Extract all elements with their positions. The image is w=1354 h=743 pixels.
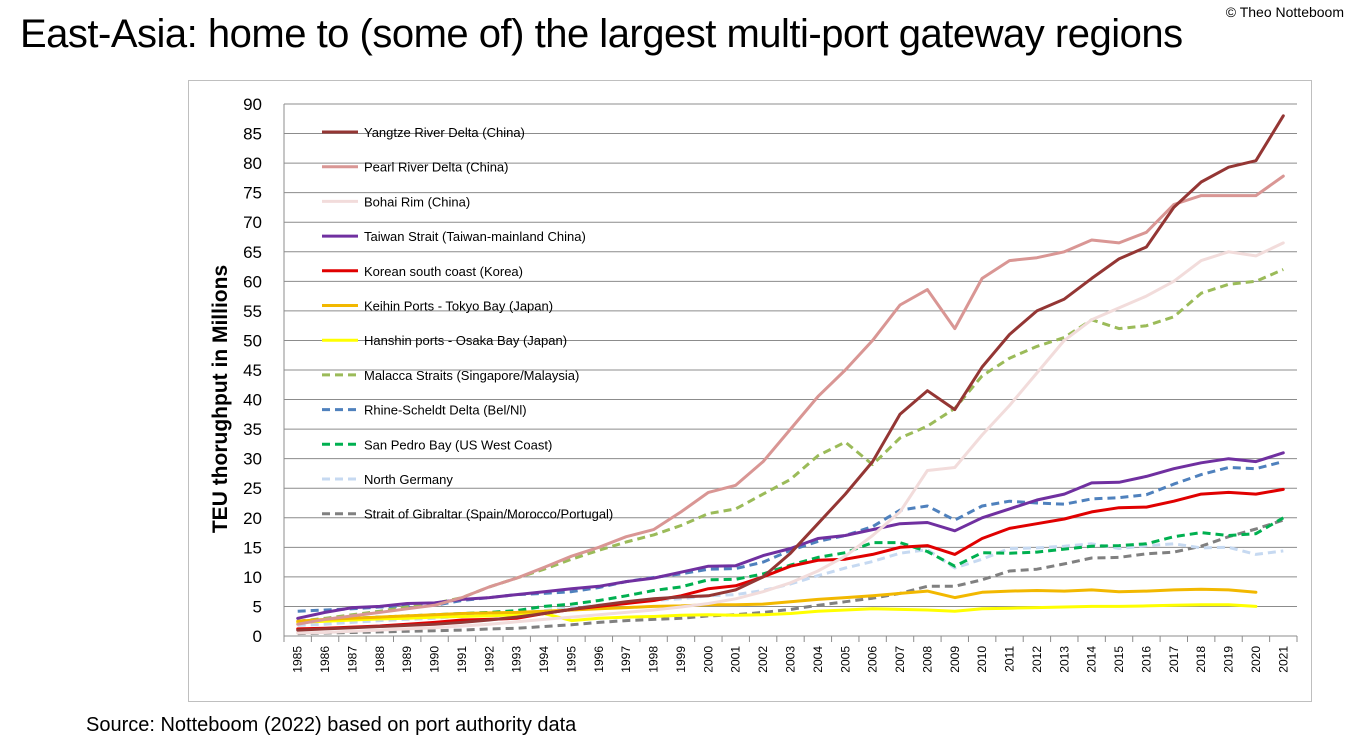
y-tick-label: 75 bbox=[243, 184, 262, 203]
y-tick-label: 0 bbox=[253, 627, 262, 646]
x-tick-label: 2002 bbox=[756, 646, 770, 673]
chart-area: 0 5 10 15 20 25 30 35 40 45 50 55 60 65 70 75 80 85 90 1985… bbox=[188, 80, 1312, 702]
x-tick-label: 2015 bbox=[1112, 646, 1126, 673]
x-tick-label: 1997 bbox=[619, 646, 633, 673]
x-tick-label: 1998 bbox=[647, 646, 661, 673]
page-title: East-Asia: home to (some of) the largest… bbox=[20, 12, 1183, 56]
series-line bbox=[296, 114, 1285, 632]
series-line bbox=[296, 487, 1285, 631]
x-tick-label: 1999 bbox=[674, 646, 688, 673]
x-tick-label: 1990 bbox=[428, 646, 442, 673]
legend-label: Keihin Ports - Tokyo Bay (Japan) bbox=[364, 299, 553, 314]
x-tick-label: 2018 bbox=[1194, 646, 1208, 673]
x-tick-label: 1996 bbox=[592, 646, 606, 673]
y-tick-label: 45 bbox=[243, 361, 262, 380]
y-tick-label: 10 bbox=[243, 568, 262, 587]
legend-label: Malacca Straits (Singapore/Malaysia) bbox=[364, 368, 579, 383]
source-note: Source: Notteboom (2022) based on port a… bbox=[86, 714, 577, 736]
x-tick-label: 1985 bbox=[291, 646, 305, 673]
series-line bbox=[296, 451, 1285, 620]
x-tick-label: 1994 bbox=[537, 646, 551, 673]
series-line bbox=[297, 268, 1284, 623]
x-tick-label: 2007 bbox=[893, 646, 907, 673]
legend-label: North Germany bbox=[364, 472, 453, 487]
x-tick-label: 1991 bbox=[455, 646, 469, 673]
x-tick-label: 2009 bbox=[948, 646, 962, 673]
y-axis-label: TEU thorughput in Millions bbox=[209, 265, 232, 533]
x-tick-label: 2017 bbox=[1167, 646, 1181, 673]
x-tick-label: 2021 bbox=[1276, 646, 1290, 673]
x-tick-label: 1986 bbox=[318, 646, 332, 673]
x-tick-label: 1993 bbox=[510, 646, 524, 673]
x-tick-label: 2008 bbox=[920, 646, 934, 673]
copyright-note: © Theo Notteboom bbox=[1225, 4, 1344, 20]
series-line bbox=[296, 241, 1285, 635]
x-tick-label: 2020 bbox=[1249, 646, 1263, 673]
x-tick-label: 2000 bbox=[701, 646, 715, 673]
x-tick-label: 2005 bbox=[838, 646, 852, 673]
y-tick-label: 90 bbox=[243, 95, 262, 114]
x-tick-label: 2013 bbox=[1057, 646, 1071, 673]
x-tick-label: 1989 bbox=[400, 646, 414, 673]
series-line bbox=[297, 460, 1284, 613]
series-line bbox=[296, 174, 1285, 626]
legend-label: Bohai Rim (China) bbox=[364, 194, 470, 209]
x-tick-label: 2011 bbox=[1003, 646, 1017, 672]
y-tick-label: 25 bbox=[243, 479, 262, 498]
series-line bbox=[296, 587, 1258, 623]
y-tick-label: 30 bbox=[243, 450, 262, 469]
x-tick-label: 2012 bbox=[1030, 646, 1044, 673]
x-tick-label: 1992 bbox=[482, 646, 496, 673]
x-tick-label: 1987 bbox=[345, 646, 359, 673]
legend-label: Pearl River Delta (China) bbox=[364, 160, 509, 175]
y-tick-label: 35 bbox=[243, 420, 262, 439]
x-tick-label: 2003 bbox=[784, 646, 798, 673]
x-tick-label: 2019 bbox=[1222, 646, 1236, 673]
legend-label: Strait of Gibraltar (Spain/Morocco/Portu… bbox=[364, 507, 613, 522]
x-tick-label: 2010 bbox=[975, 646, 989, 673]
x-tick-label: 2014 bbox=[1085, 646, 1099, 673]
y-tick-label: 55 bbox=[243, 302, 262, 321]
legend-label: Hanshin ports - Osaka Bay (Japan) bbox=[364, 333, 567, 348]
y-tick-label: 5 bbox=[253, 597, 262, 616]
y-tick-label: 20 bbox=[243, 509, 262, 528]
x-tick-label: 2016 bbox=[1139, 646, 1153, 673]
legend-label: Yangtze River Delta (China) bbox=[364, 125, 525, 140]
legend-label: Taiwan Strait (Taiwan-mainland China) bbox=[364, 229, 586, 244]
x-tick-label: 2006 bbox=[866, 646, 880, 673]
legend-label: San Pedro Bay (US West Coast) bbox=[364, 437, 552, 452]
legend-label: Korean south coast (Korea) bbox=[364, 264, 523, 279]
y-tick-label: 65 bbox=[243, 243, 262, 262]
x-tick-label: 1995 bbox=[564, 646, 578, 673]
y-tick-label: 85 bbox=[243, 125, 262, 144]
x-tick-label: 2004 bbox=[811, 646, 825, 673]
series-line bbox=[296, 603, 1258, 624]
line-chart: 0 5 10 15 20 25 30 35 40 45 50 55 60 65 70 75 80 85 90 1985… bbox=[209, 95, 1298, 673]
y-tick-label: 80 bbox=[243, 154, 262, 173]
y-tick-label: 50 bbox=[243, 331, 262, 350]
y-tick-label: 60 bbox=[243, 272, 262, 291]
y-tick-label: 15 bbox=[243, 538, 262, 557]
x-tick-label: 1988 bbox=[373, 646, 387, 673]
legend-label: Rhine-Scheldt Delta (Bel/Nl) bbox=[364, 403, 527, 418]
y-tick-label: 40 bbox=[243, 391, 262, 410]
x-tick-label: 2001 bbox=[729, 646, 743, 673]
y-tick-label: 70 bbox=[243, 213, 262, 232]
